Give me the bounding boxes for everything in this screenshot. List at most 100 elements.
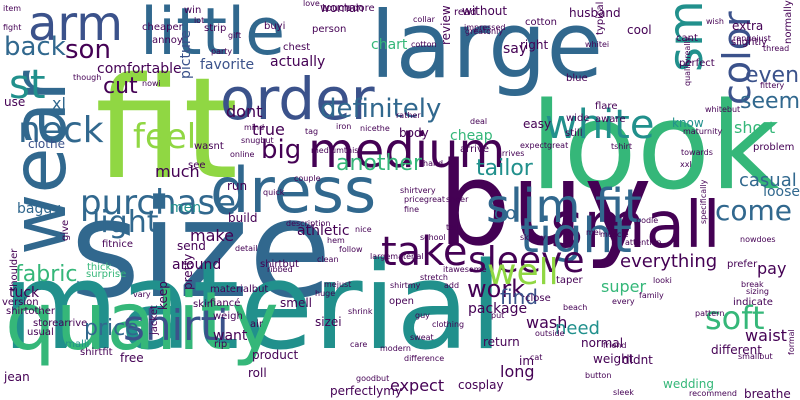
word-difference: difference — [404, 354, 445, 363]
word-wish: wish — [706, 17, 725, 26]
word-mind: mind — [244, 123, 265, 132]
word-quick: quick — [263, 188, 285, 197]
word-cant: cant — [676, 33, 698, 44]
word-thick: thick — [87, 262, 112, 273]
word-find: find — [500, 285, 538, 309]
word-shrink: shrink — [348, 307, 373, 316]
word-true: true — [252, 120, 285, 139]
word-expectgreat: expectgreat — [520, 141, 569, 150]
word-go: go — [494, 203, 517, 224]
word-st: st — [9, 62, 46, 108]
word-aware: aware — [595, 114, 626, 125]
word-package: package — [468, 301, 528, 317]
word-arrive: arrive — [460, 144, 490, 155]
word-chest: chest — [283, 42, 311, 53]
word-taper: taper — [556, 275, 583, 286]
word-break: break — [741, 280, 764, 289]
word-cool: cool — [627, 23, 652, 37]
word-touch: touch — [322, 3, 351, 14]
word-easy: easy — [523, 117, 552, 131]
word-shirti: shirti — [123, 301, 229, 350]
word-usual: usual — [27, 327, 54, 338]
word-rangejust: rangejust — [733, 34, 771, 43]
word-mediumthis: mediumthis — [311, 146, 359, 155]
word-send: send — [177, 239, 206, 253]
word-sizei: sizei — [315, 315, 342, 329]
word-price: price — [84, 316, 139, 341]
word-make: make — [190, 226, 234, 245]
word-tall: tall — [446, 223, 459, 232]
word-clean: clean — [317, 255, 339, 264]
word-flare: flare — [595, 101, 618, 112]
word-men: men — [170, 200, 202, 216]
word-maturnity: maturnity — [683, 127, 723, 136]
word-body: body — [399, 126, 429, 140]
word-clothe: clothe — [28, 137, 65, 151]
word-looki: looki — [653, 276, 672, 285]
word-use: use — [4, 95, 26, 109]
word-medium: medium — [308, 123, 506, 179]
word-long: long — [500, 362, 535, 381]
word-large: large — [370, 0, 604, 99]
word-weigh: weigh — [213, 311, 243, 322]
word-read: read — [454, 7, 477, 18]
word-collar: collar — [413, 15, 435, 24]
word-love: love — [303, 0, 320, 8]
word-quality: quality — [5, 275, 279, 368]
word-typical: typical — [595, 1, 606, 35]
word-indicate: indicate — [733, 297, 773, 308]
word-version: version — [2, 297, 39, 308]
word-chart: chart — [371, 37, 408, 53]
word-mejust: mejust — [324, 280, 352, 289]
word-husband: husband — [569, 6, 621, 20]
word-im: im — [519, 354, 535, 368]
word-stretch: stretch — [420, 273, 448, 282]
word-dress: dress — [210, 154, 377, 227]
word-though: though — [73, 73, 102, 82]
word-outside: outside — [535, 329, 565, 338]
word-attention: attention — [625, 238, 662, 247]
word-blue: blue — [566, 73, 588, 84]
word-look: look — [530, 78, 780, 217]
word-order: order — [220, 65, 375, 133]
word-ribbed: ribbed — [267, 265, 293, 274]
word-modern: modern — [380, 344, 411, 353]
word-hand: hand — [423, 159, 444, 168]
word-wide: wide — [566, 113, 590, 124]
word-mei: mei — [586, 228, 601, 237]
word-pattern: pattern — [695, 309, 725, 318]
word-largematerial: largematerial — [370, 252, 424, 261]
word-big: big — [261, 135, 302, 165]
word-neck: neck — [18, 110, 104, 151]
word-pretty: pretty — [181, 253, 195, 290]
word-recommend: recommend — [689, 389, 737, 398]
word-smell: smell — [280, 296, 312, 310]
word-run: run — [227, 179, 248, 193]
word-thread: thread — [763, 44, 790, 53]
word-cotton: cotton — [525, 17, 557, 28]
word-super: super — [601, 277, 647, 296]
word-expect: expect — [390, 376, 445, 395]
word-dont: dont — [226, 102, 263, 121]
word-come: come — [715, 194, 793, 227]
word-casual: casual — [739, 170, 797, 191]
word-xl: xl — [52, 94, 66, 113]
word-muscle: muscle — [600, 230, 629, 239]
word-storearrive: storearrive — [33, 318, 88, 329]
word-goodbut: goodbut — [356, 374, 390, 383]
word-person: person — [312, 24, 347, 35]
word-build: build — [228, 211, 258, 225]
word-huge: huge — [315, 289, 336, 298]
word-tailor: tailor — [476, 156, 533, 181]
word-even: even — [745, 63, 800, 88]
word-extra: extra — [732, 19, 764, 33]
word-shirtfit: shirtfit — [80, 347, 113, 358]
word-waist: waist — [745, 326, 787, 345]
word-surprise: surprise — [86, 269, 127, 280]
word-light: light — [92, 205, 159, 240]
word-care: care — [350, 340, 368, 349]
word-tight: tight — [520, 208, 632, 264]
word-purchase: purchase — [80, 183, 237, 223]
word-fianc: fiancé — [210, 298, 241, 309]
word-right: right — [520, 38, 549, 52]
